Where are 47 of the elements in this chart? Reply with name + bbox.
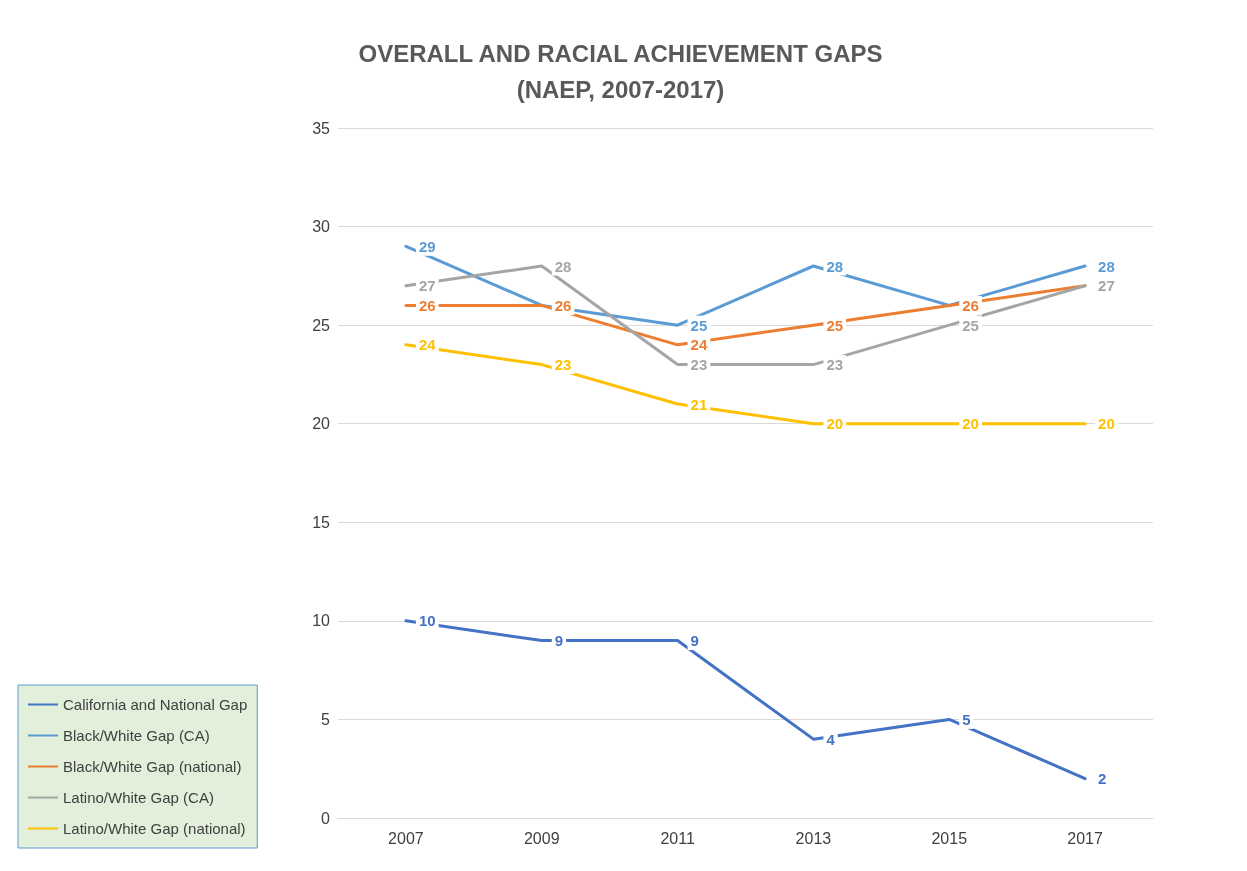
data-label: 20 [826, 415, 844, 433]
y-tick-label: 0 [321, 809, 331, 827]
y-tick-label: 10 [312, 612, 331, 630]
legend-label: Latino/White Gap (national) [63, 820, 246, 837]
data-label: 26 [554, 296, 572, 314]
data-label: 25 [962, 316, 979, 334]
y-tick-label: 35 [312, 119, 331, 137]
data-label: 21 [690, 395, 708, 413]
y-tick-label: 15 [312, 513, 331, 531]
data-label: 28 [826, 257, 844, 275]
data-label: 28 [1098, 257, 1115, 275]
x-tick-label: 2009 [523, 829, 560, 847]
x-tick-label: 2007 [388, 829, 424, 847]
data-label: 27 [1098, 277, 1115, 295]
legend-label: Latino/White Gap (CA) [63, 789, 214, 806]
y-tick-label: 30 [312, 218, 331, 236]
data-label: 23 [826, 356, 844, 374]
data-label: 29 [418, 237, 436, 255]
data-label: 20 [1098, 415, 1115, 433]
data-label: 9 [554, 632, 564, 650]
legend-label: Black/White Gap (CA) [63, 727, 210, 744]
data-label: 26 [418, 296, 436, 314]
data-label: 5 [962, 710, 971, 728]
data-label: 10 [418, 612, 436, 630]
x-tick-label: 2013 [795, 829, 832, 847]
y-tick-label: 25 [312, 316, 331, 334]
x-tick-label: 2017 [1067, 829, 1103, 847]
data-label: 23 [554, 356, 572, 374]
data-label: 24 [690, 336, 708, 354]
data-label: 4 [826, 730, 836, 748]
data-label: 23 [690, 356, 708, 374]
y-tick-label: 20 [312, 415, 331, 433]
data-label: 9 [690, 632, 699, 650]
data-label: 24 [418, 336, 437, 354]
data-label: 25 [826, 316, 844, 334]
data-label: 25 [690, 316, 708, 334]
x-tick-label: 2015 [931, 829, 968, 847]
data-label: 27 [418, 277, 436, 295]
data-label: 26 [962, 296, 979, 314]
chart-title: OVERALL AND RACIAL ACHIEVEMENT GAPS (NAEP, 2007-2017) [358, 39, 883, 103]
legend-label: Black/White Gap (national) [63, 758, 242, 775]
legend-label: California and National Gap [63, 696, 248, 713]
data-label: 2 [1098, 770, 1107, 788]
data-label: 28 [554, 257, 572, 275]
data-label: 20 [962, 415, 979, 433]
y-tick-label: 5 [321, 710, 331, 728]
x-tick-label: 2011 [660, 829, 695, 847]
